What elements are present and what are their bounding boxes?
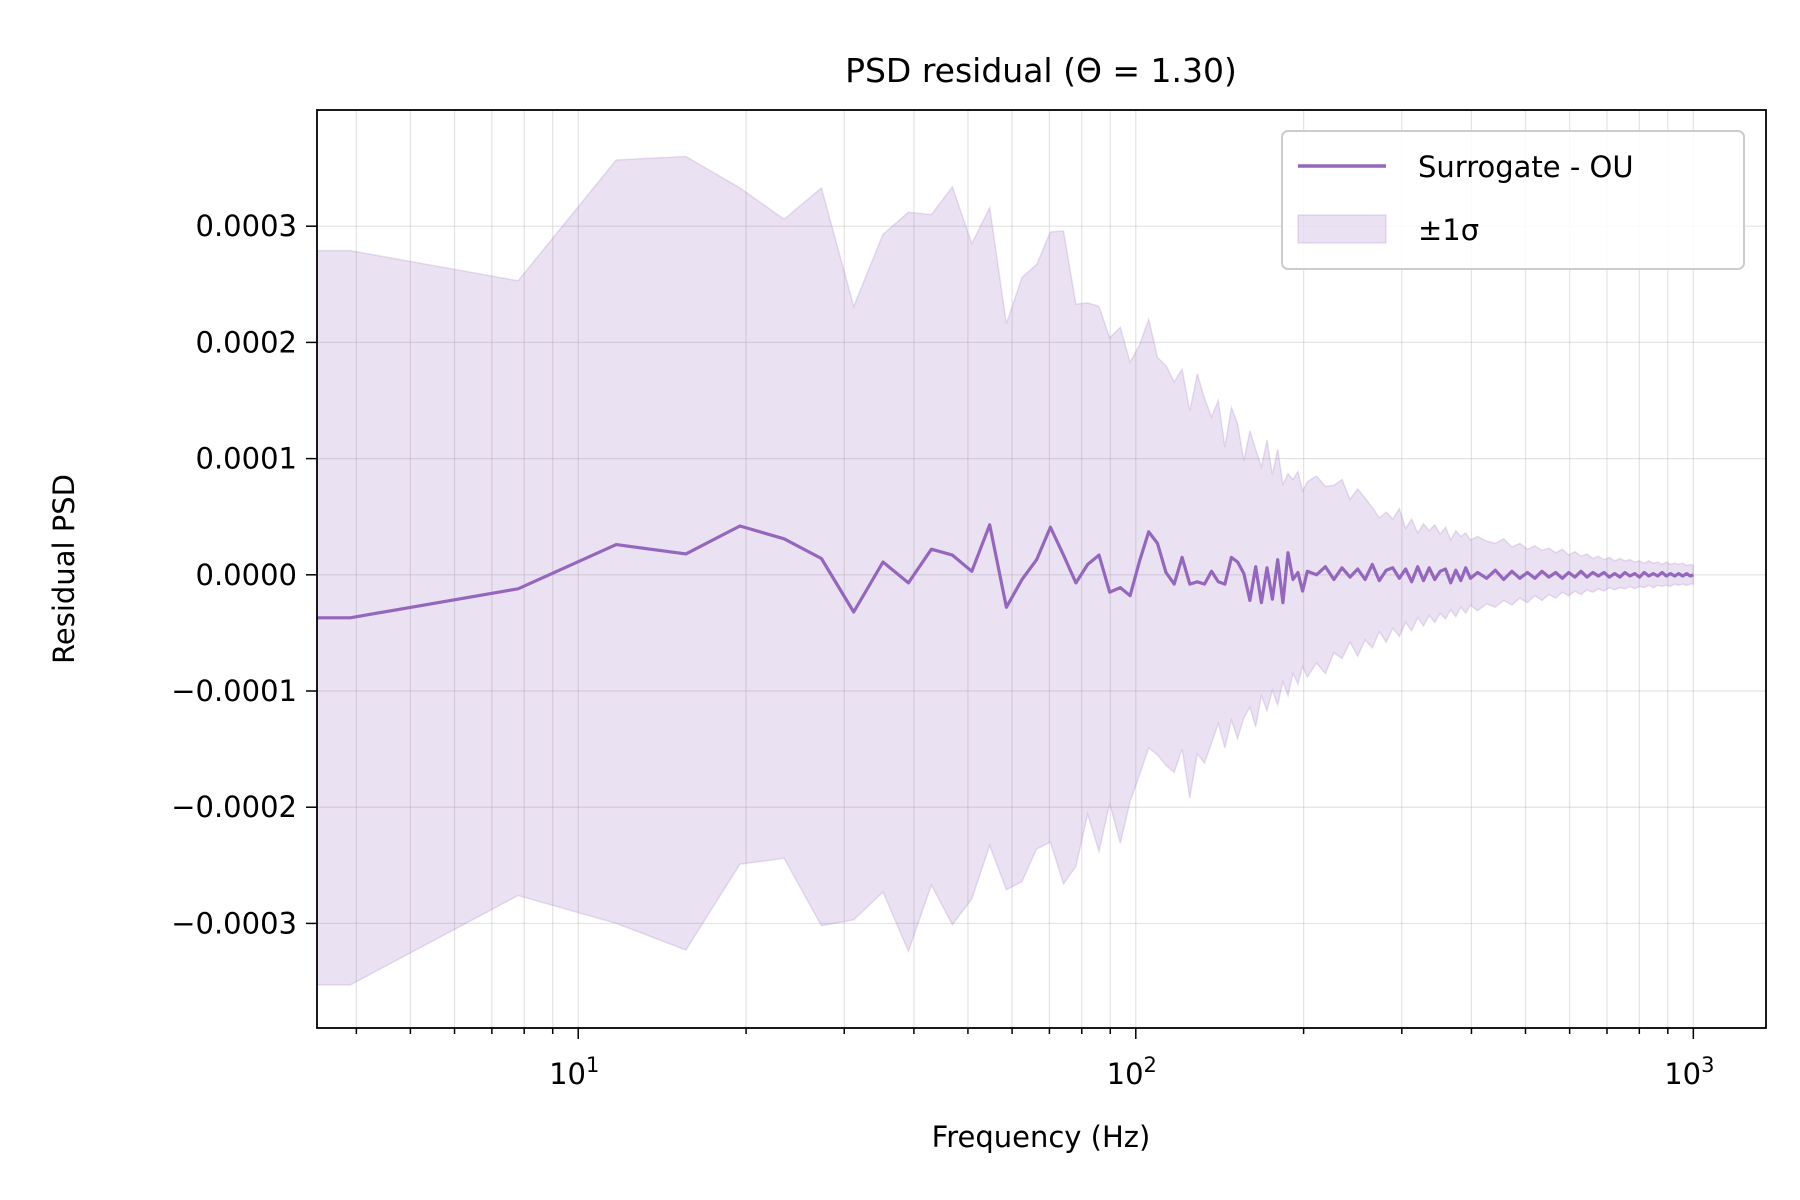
chart-title: PSD residual (Θ = 1.30) [845, 51, 1237, 90]
sigma-band-layer [317, 157, 1693, 986]
y-tick-label: 0.0001 [196, 442, 297, 476]
y-axis-label: Residual PSD [47, 474, 81, 664]
x-tick-label: 101 [549, 1053, 599, 1091]
y-tick-label: −0.0003 [171, 906, 297, 940]
y-tick-label: 0.0002 [196, 325, 297, 359]
y-tick-label: 0.0003 [196, 209, 297, 243]
x-tick-label: 102 [1107, 1053, 1157, 1091]
y-tick-label: −0.0002 [171, 790, 297, 824]
legend-band-swatch [1298, 215, 1386, 243]
sigma-band-area [317, 157, 1693, 986]
legend-label-line: Surrogate - OU [1418, 150, 1634, 184]
legend-label-band: ±1σ [1418, 213, 1479, 247]
y-tick-label: −0.0001 [171, 674, 297, 708]
y-axis-ticks: 0.0003 0.0002 0.0001 0.0000 −0.0001 −0.0002 −0… [171, 209, 317, 940]
x-axis-label: Frequency (Hz) [932, 1120, 1151, 1154]
y-tick-label: 0.0000 [196, 558, 297, 592]
x-tick-label: 103 [1664, 1053, 1714, 1091]
legend: Surrogate - OU ±1σ [1282, 131, 1744, 269]
x-axis-ticks: 101 102 103 [356, 1028, 1714, 1091]
